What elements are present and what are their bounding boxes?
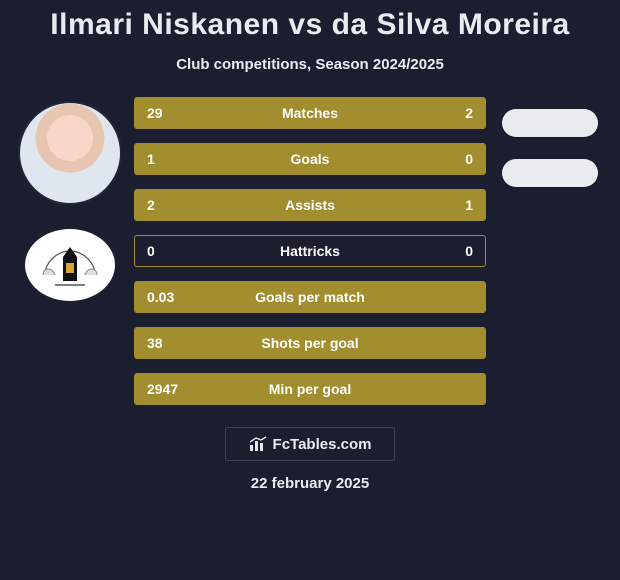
stat-row: 0.03Goals per match: [134, 281, 486, 313]
club-crest: [25, 229, 115, 301]
crest-icon: [35, 237, 105, 293]
stat-value-right: 2: [405, 105, 485, 121]
brand-badge: FcTables.com: [225, 427, 395, 461]
stat-label: Shots per goal: [215, 335, 405, 351]
stat-row: 2Assists1: [134, 189, 486, 221]
stat-value-left: 38: [135, 335, 215, 351]
stat-row: 38Shots per goal: [134, 327, 486, 359]
right-column: [490, 97, 610, 187]
stats-column: 29Matches21Goals02Assists10Hattricks00.0…: [130, 97, 490, 405]
stat-value-left: 29: [135, 105, 215, 121]
stat-value-right: 0: [405, 243, 485, 259]
stat-value-right: 1: [405, 197, 485, 213]
stat-label: Min per goal: [215, 381, 405, 397]
brand-text: FcTables.com: [273, 436, 372, 453]
blank-pill: [502, 159, 598, 187]
stat-label: Goals per match: [215, 289, 405, 305]
stat-label: Hattricks: [215, 243, 405, 259]
stat-label: Goals: [215, 151, 405, 167]
player-avatar: [20, 103, 120, 203]
stat-row: 29Matches2: [134, 97, 486, 129]
stat-row: 0Hattricks0: [134, 235, 486, 267]
stat-label: Assists: [215, 197, 405, 213]
stat-value-left: 1: [135, 151, 215, 167]
chart-icon: [249, 436, 267, 452]
stat-row: 1Goals0: [134, 143, 486, 175]
stat-label: Matches: [215, 105, 405, 121]
footer-date: 22 february 2025: [0, 475, 620, 492]
page-title: Ilmari Niskanen vs da Silva Moreira: [0, 8, 620, 42]
stat-value-left: 0: [135, 243, 215, 259]
subtitle: Club competitions, Season 2024/2025: [0, 56, 620, 73]
stat-value-left: 2: [135, 197, 215, 213]
comparison-card: Ilmari Niskanen vs da Silva Moreira Club…: [0, 0, 620, 580]
stat-value-left: 2947: [135, 381, 215, 397]
content-row: 29Matches21Goals02Assists10Hattricks00.0…: [0, 97, 620, 405]
stat-row: 2947Min per goal: [134, 373, 486, 405]
blank-pill: [502, 109, 598, 137]
left-column: [10, 97, 130, 301]
stat-value-right: 0: [405, 151, 485, 167]
stat-value-left: 0.03: [135, 289, 215, 305]
